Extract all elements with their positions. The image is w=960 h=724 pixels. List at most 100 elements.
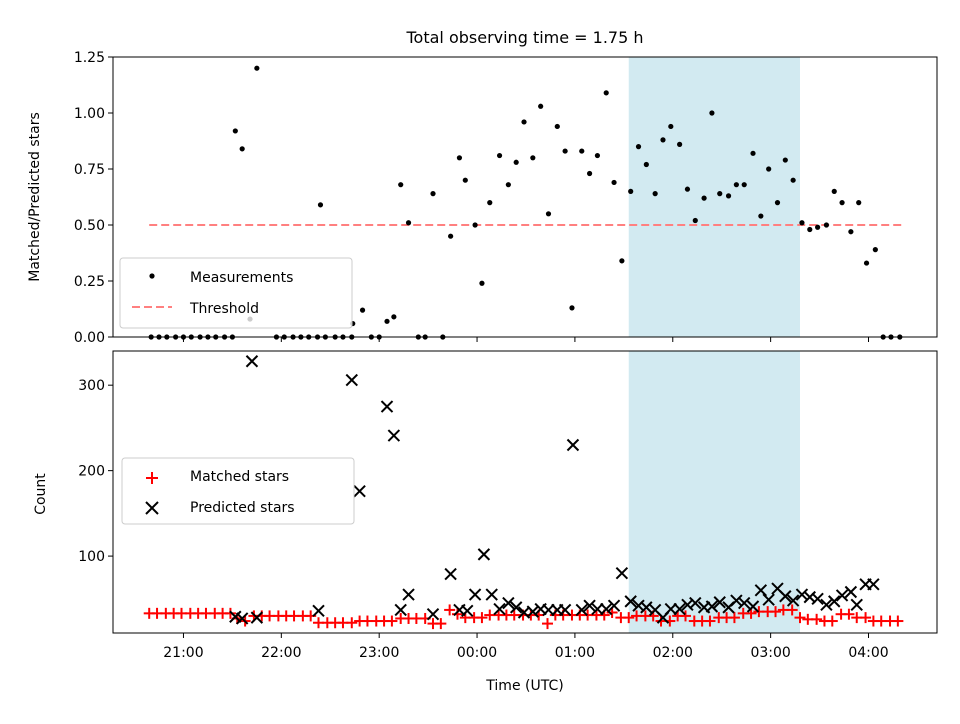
legend-measurements-label: Measurements bbox=[190, 270, 293, 286]
predicted-star-point bbox=[477, 548, 491, 561]
measurement-point bbox=[554, 123, 560, 130]
measurement-point bbox=[611, 179, 617, 186]
predicted-star-point bbox=[762, 593, 775, 606]
measurement-point bbox=[603, 90, 609, 96]
bottom-x-tick-label: 04:00 bbox=[848, 645, 888, 661]
predicted-star-point bbox=[779, 590, 792, 603]
top-x-axis-ticks bbox=[182, 337, 869, 342]
measurement-point bbox=[660, 137, 666, 143]
measurement-point bbox=[701, 195, 707, 201]
predicted-star-point bbox=[713, 596, 726, 609]
predicted-star-point bbox=[250, 611, 264, 624]
legend-measurement-marker bbox=[149, 273, 155, 279]
measurement-point bbox=[863, 260, 870, 266]
measurement-point bbox=[839, 200, 845, 206]
matched-star-point bbox=[346, 617, 358, 629]
predicted-star-point bbox=[689, 596, 702, 610]
matched-star-point bbox=[892, 615, 904, 627]
measurement-point bbox=[799, 220, 805, 226]
measurement-point bbox=[538, 103, 544, 109]
measurement-point bbox=[758, 213, 764, 219]
predicted-star-point bbox=[380, 400, 394, 413]
measurement-point bbox=[790, 177, 796, 183]
predicted-star-point bbox=[738, 596, 751, 610]
matched-star-point bbox=[826, 615, 838, 627]
matched-star-point bbox=[843, 608, 855, 620]
bottom-legend: Matched stars Predicted stars bbox=[121, 457, 355, 525]
predicted-star-point bbox=[245, 355, 259, 368]
bottom-y-tick-label: 200 bbox=[78, 464, 105, 480]
predicted-star-point bbox=[730, 594, 743, 607]
chart-title: Total observing time = 1.75 h bbox=[405, 28, 643, 47]
predicted-star-point bbox=[624, 595, 637, 608]
predicted-star-point bbox=[786, 594, 800, 607]
measurement-point bbox=[479, 280, 485, 286]
measurement-point bbox=[594, 152, 601, 159]
predicted-star-point bbox=[461, 604, 474, 617]
bottom-x-tick-label: 22:00 bbox=[261, 645, 301, 661]
predicted-star-point bbox=[493, 602, 506, 616]
legend-matched-marker bbox=[146, 472, 158, 484]
predicted-star-point bbox=[705, 600, 719, 613]
matched-star-point bbox=[786, 604, 798, 616]
measurement-point bbox=[472, 222, 478, 228]
measurement-point bbox=[384, 318, 390, 324]
measurement-point bbox=[430, 191, 436, 197]
legend-threshold-label: Threshold bbox=[189, 301, 259, 317]
measurement-point bbox=[652, 191, 658, 197]
measurement-point bbox=[782, 157, 788, 163]
predicted-star-point bbox=[502, 596, 515, 610]
matched-star-point bbox=[679, 610, 691, 622]
matched-star-point bbox=[770, 606, 782, 618]
bottom-y-tick-label: 100 bbox=[78, 549, 105, 565]
measurement-point bbox=[643, 161, 649, 168]
ratio-panel: 0.00 0.25 0.50 0.75 1.00 1.25 Matched/Predict… bbox=[27, 50, 938, 346]
measurement-point bbox=[505, 182, 511, 188]
top-y-tick-label: 1.00 bbox=[74, 106, 105, 122]
matched-star-point bbox=[386, 615, 398, 627]
bottom-y-axis-label: Count bbox=[33, 473, 49, 515]
measurement-point bbox=[232, 128, 238, 134]
top-y-axis-label: Matched/Predicted stars bbox=[27, 112, 43, 282]
measurement-point bbox=[530, 155, 536, 161]
predicted-star-point bbox=[844, 585, 858, 599]
predicted-star-point bbox=[850, 598, 863, 612]
legend-predicted-marker bbox=[145, 501, 159, 515]
predicted-star-point bbox=[312, 604, 325, 617]
measurement-point bbox=[239, 146, 245, 152]
measurement-point bbox=[496, 152, 503, 159]
measurement-point bbox=[717, 191, 723, 197]
predicted-star-point bbox=[444, 567, 457, 581]
measurement-point bbox=[405, 220, 412, 226]
predicted-star-point bbox=[583, 599, 596, 612]
bottom-x-tick-label: 02:00 bbox=[653, 645, 693, 661]
x-axis-label: Time (UTC) bbox=[485, 678, 563, 694]
measurement-point bbox=[545, 211, 552, 217]
measurement-point bbox=[872, 247, 878, 253]
bottom-x-tick-label: 03:00 bbox=[750, 645, 790, 661]
predicted-star-point bbox=[235, 612, 249, 625]
measurement-point bbox=[398, 182, 404, 188]
matched-star-point bbox=[542, 618, 554, 630]
measurement-point bbox=[254, 65, 260, 71]
predicted-star-point bbox=[509, 601, 523, 614]
measurement-point bbox=[668, 123, 674, 130]
top-axes-frame bbox=[112, 56, 938, 338]
measurement-point bbox=[391, 314, 397, 320]
predicted-star-point bbox=[542, 603, 555, 617]
bottom-x-tick-label: 23:00 bbox=[359, 645, 399, 661]
predicted-star-point bbox=[468, 588, 482, 601]
matched-star-point bbox=[476, 612, 488, 624]
bottom-y-tick-label: 300 bbox=[78, 378, 105, 394]
predicted-star-point bbox=[566, 438, 580, 452]
measurement-point bbox=[562, 148, 568, 154]
top-y-axis-ticks: 0.00 0.25 0.50 0.75 1.00 1.25 bbox=[74, 50, 113, 346]
bottom-x-tick-label: 21:00 bbox=[163, 645, 203, 661]
legend-predicted-label: Predicted stars bbox=[190, 500, 295, 516]
count-panel: 100 200 300 21:00 22:00 23:00 00:00 01:00 02:00… bbox=[33, 350, 938, 694]
top-y-tick-label: 0.50 bbox=[74, 218, 105, 234]
predicted-star-point bbox=[426, 607, 440, 621]
top-y-tick-label: 0.75 bbox=[74, 162, 105, 178]
legend-matched-label: Matched stars bbox=[190, 469, 289, 485]
